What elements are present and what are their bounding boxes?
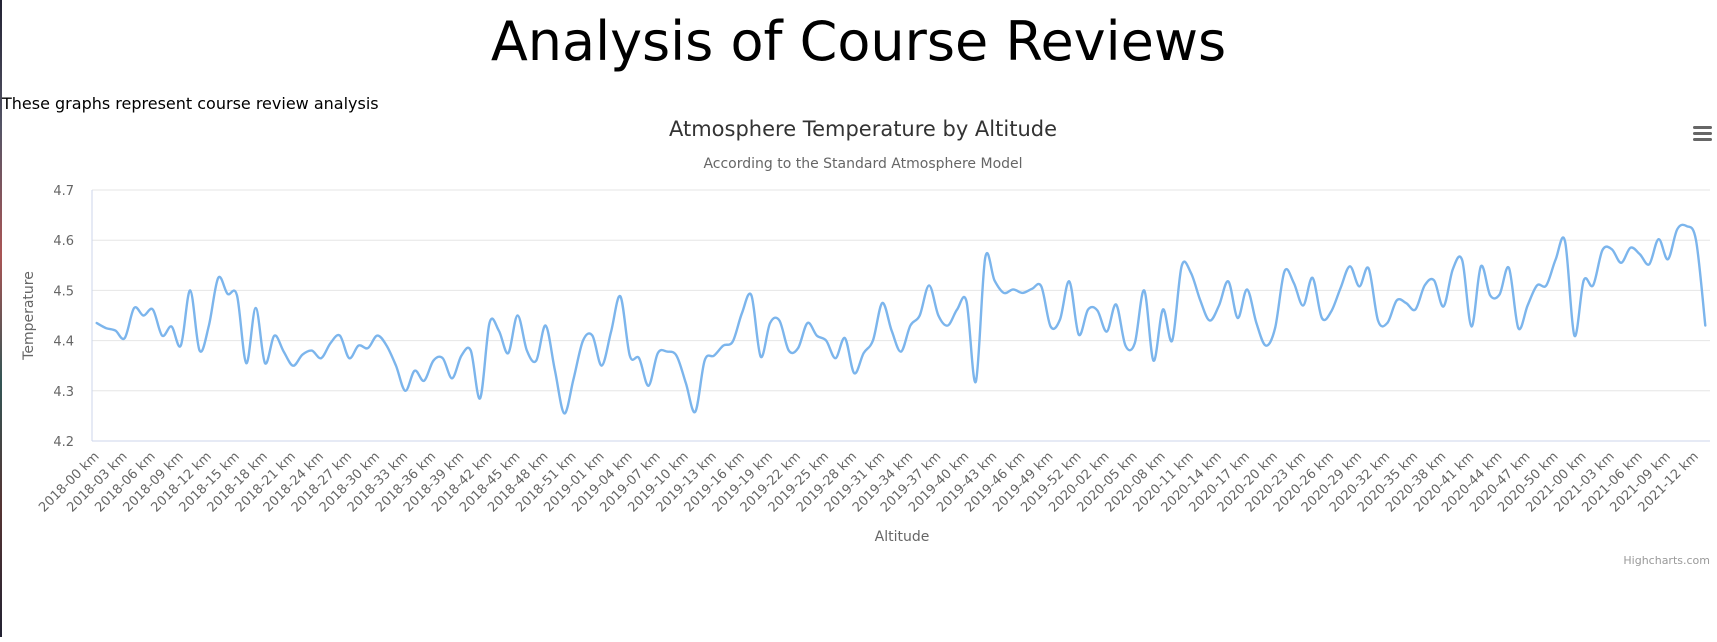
y-tick-label: 4.7 [53, 184, 74, 199]
credits-link[interactable]: Highcharts.com [1623, 554, 1710, 567]
series-line[interactable] [95, 223, 1707, 415]
intro-text: These graphs represent course review ana… [2, 94, 379, 113]
x-axis-title: Altitude [875, 529, 930, 545]
y-tick-label: 4.2 [53, 435, 74, 450]
y-tick-label: 4.3 [53, 385, 74, 400]
hamburger-menu-icon[interactable] [1690, 123, 1714, 145]
left-edge-strip [0, 0, 2, 637]
y-axis-ticks: 4.2 4.3 4.4 4.5 4.6 4.7 [53, 184, 74, 450]
chart-title: Atmosphere Temperature by Altitude [669, 118, 1057, 141]
y-gridlines [92, 189, 1710, 442]
y-tick-label: 4.5 [53, 284, 74, 299]
line-chart: Atmosphere Temperature by Altitude Accor… [21, 117, 1714, 567]
chart-subtitle: According to the Standard Atmosphere Mod… [703, 156, 1022, 172]
chart-container: Atmosphere Temperature by Altitude Accor… [0, 117, 1717, 637]
y-tick-label: 4.4 [53, 335, 74, 350]
page-title: Analysis of Course Reviews [490, 10, 1227, 73]
y-axis-title: Temperature [21, 271, 37, 361]
y-tick-label: 4.6 [53, 234, 74, 249]
